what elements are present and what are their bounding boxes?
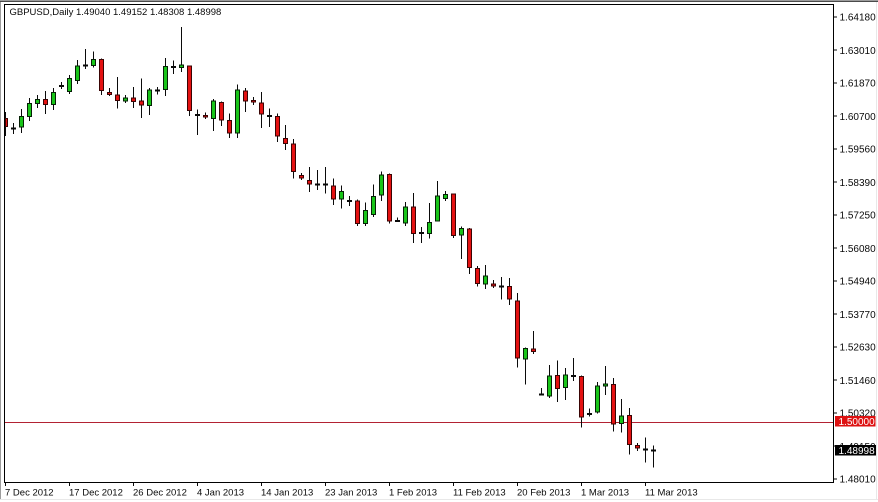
svg-text:1.48998: 1.48998 [839,446,876,457]
svg-text:1 Mar 2013: 1 Mar 2013 [581,488,629,499]
svg-text:23 Jan 2013: 23 Jan 2013 [325,488,377,499]
svg-text:1.60700: 1.60700 [840,112,877,123]
svg-text:1 Feb 2013: 1 Feb 2013 [389,488,437,499]
svg-text:14 Jan 2013: 14 Jan 2013 [261,488,313,499]
svg-text:7 Dec 2012: 7 Dec 2012 [5,488,54,499]
svg-text:1.53770: 1.53770 [840,310,877,321]
svg-text:17 Dec 2012: 17 Dec 2012 [69,488,123,499]
svg-text:26 Dec 2012: 26 Dec 2012 [133,488,187,499]
svg-text:1.58390: 1.58390 [840,178,877,189]
svg-text:11 Feb 2013: 11 Feb 2013 [453,488,506,499]
svg-text:1.50000: 1.50000 [839,417,876,428]
svg-text:1.59560: 1.59560 [840,145,877,156]
svg-text:1.64180: 1.64180 [840,13,877,24]
svg-text:1.63010: 1.63010 [840,46,877,57]
svg-text:11 Mar 2013: 11 Mar 2013 [645,488,698,499]
svg-text:1.50320: 1.50320 [840,409,877,420]
svg-text:1.48010: 1.48010 [840,475,877,486]
svg-text:20 Feb 2013: 20 Feb 2013 [517,488,570,499]
svg-text:1.51460: 1.51460 [840,376,877,387]
svg-text:1.56080: 1.56080 [840,244,877,255]
svg-text:1.54940: 1.54940 [840,277,877,288]
svg-text:4 Jan 2013: 4 Jan 2013 [197,488,244,499]
svg-text:1.52630: 1.52630 [840,343,877,354]
svg-text:1.61870: 1.61870 [840,79,877,90]
svg-text:GBPUSD,Daily 1.49040 1.49152: GBPUSD,Daily 1.49040 1.49152 1.48308 1.4… [10,7,222,18]
svg-text:1.57250: 1.57250 [840,211,877,222]
